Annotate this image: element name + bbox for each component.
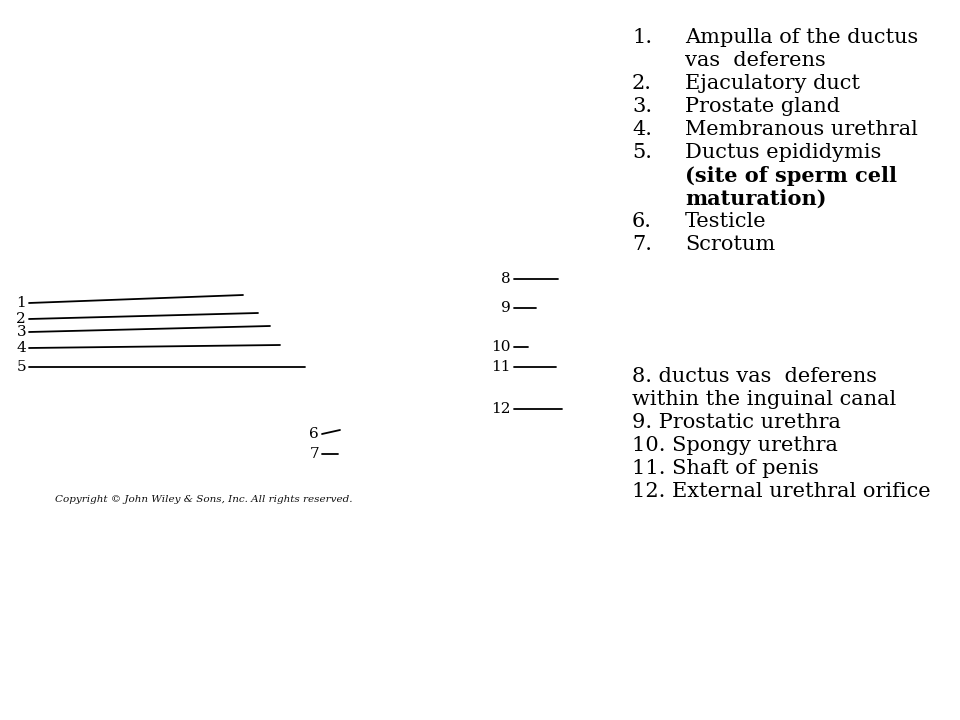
Text: 8. ductus vas  deferens: 8. ductus vas deferens (632, 367, 877, 386)
Text: 4.: 4. (632, 120, 652, 139)
Text: 11. Shaft of penis: 11. Shaft of penis (632, 459, 819, 478)
Text: 10. Spongy urethra: 10. Spongy urethra (632, 436, 838, 455)
Text: 3.: 3. (632, 97, 652, 116)
Text: 9. Prostatic urethra: 9. Prostatic urethra (632, 413, 841, 432)
Text: 5: 5 (16, 360, 26, 374)
Text: 9: 9 (501, 301, 511, 315)
Text: 2: 2 (16, 312, 26, 326)
Text: 7: 7 (309, 447, 319, 461)
Text: Ejaculatory duct: Ejaculatory duct (685, 74, 860, 93)
Text: within the inguinal canal: within the inguinal canal (632, 390, 897, 409)
Text: 4: 4 (16, 341, 26, 355)
Text: 10: 10 (492, 340, 511, 354)
Text: Testicle: Testicle (685, 212, 767, 231)
Text: Membranous urethral: Membranous urethral (685, 120, 918, 139)
Text: 1.: 1. (632, 28, 652, 47)
Text: 7.: 7. (632, 235, 652, 254)
Text: 5.: 5. (632, 143, 652, 162)
Text: Ductus epididymis: Ductus epididymis (685, 143, 881, 162)
Text: 1: 1 (16, 296, 26, 310)
Text: 11: 11 (492, 360, 511, 374)
Text: Prostate gland: Prostate gland (685, 97, 840, 116)
Text: 8: 8 (501, 272, 511, 286)
Text: maturation): maturation) (685, 189, 827, 209)
Text: 12: 12 (492, 402, 511, 416)
Text: 3: 3 (16, 325, 26, 339)
Text: (site of sperm cell: (site of sperm cell (685, 166, 897, 186)
Text: vas  deferens: vas deferens (685, 51, 826, 70)
Text: Scrotum: Scrotum (685, 235, 776, 254)
Text: Ampulla of the ductus: Ampulla of the ductus (685, 28, 919, 47)
Text: 12. External urethral orifice: 12. External urethral orifice (632, 482, 930, 501)
Text: Copyright © John Wiley & Sons, Inc. All rights reserved.: Copyright © John Wiley & Sons, Inc. All … (55, 495, 352, 504)
Text: 2.: 2. (632, 74, 652, 93)
Text: 6.: 6. (632, 212, 652, 231)
Text: 6: 6 (309, 427, 319, 441)
